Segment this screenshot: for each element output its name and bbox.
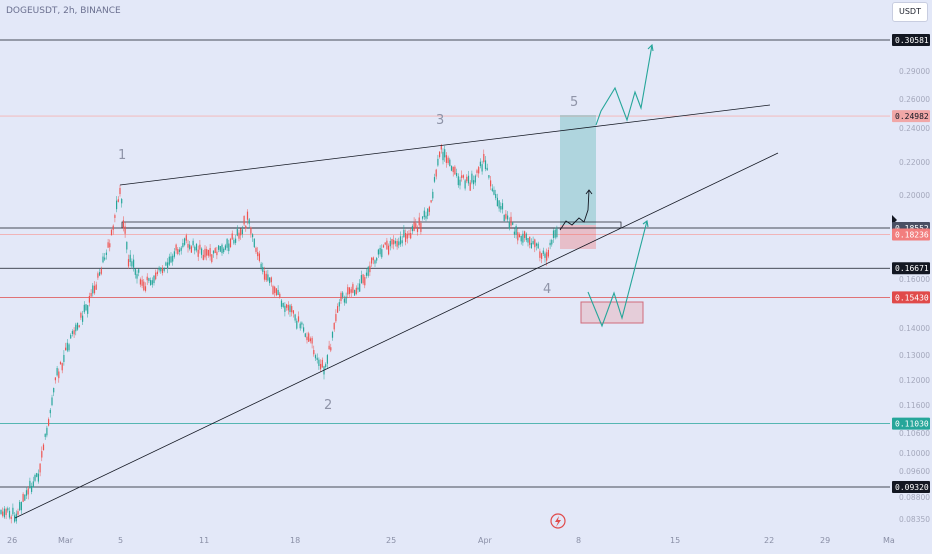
buy-zone-box — [580, 301, 644, 324]
wave-label-1: 1 — [118, 148, 126, 163]
y-tick: 0.26000 — [899, 95, 930, 104]
price-tag: 0.15430 — [892, 291, 930, 304]
y-tick: 0.20000 — [899, 191, 930, 200]
svg-text:0.15430: 0.15430 — [895, 293, 929, 302]
svg-text:0.24982: 0.24982 — [895, 112, 929, 121]
y-tick: 0.10600 — [899, 429, 930, 438]
y-axis-ticks: 0.29000 0.26000 0.24000 0.22000 0.20000 … — [899, 67, 930, 524]
x-tick: Mar — [58, 536, 74, 545]
y-tick: 0.08350 — [899, 515, 930, 524]
range-box — [121, 221, 622, 229]
x-tick: 29 — [820, 536, 830, 545]
price-tag: 0.24982 — [892, 110, 930, 123]
y-tick: 0.13000 — [899, 351, 930, 360]
projection-path-short[interactable] — [559, 189, 590, 231]
svg-text:0.30581: 0.30581 — [895, 36, 929, 45]
price-tag-group: 0.305810.249820.185520.182360.166710.154… — [892, 34, 930, 494]
y-tick: 0.12000 — [899, 376, 930, 385]
svg-text:0.09320: 0.09320 — [895, 483, 929, 492]
price-tag: 0.11030 — [892, 417, 930, 430]
projection-path-down[interactable] — [587, 220, 648, 328]
wave-label-5: 5 — [570, 95, 578, 110]
y-tick: 0.24000 — [899, 124, 930, 133]
lower-trendline[interactable] — [14, 152, 779, 519]
flash-icon[interactable] — [550, 513, 566, 529]
x-tick: Apr — [478, 536, 493, 545]
x-tick: 11 — [199, 536, 209, 545]
y-tick: 0.10000 — [899, 449, 930, 458]
x-tick: Ma — [883, 536, 895, 545]
x-tick: 5 — [118, 536, 123, 545]
projection-path-up[interactable] — [595, 44, 653, 126]
currency-button[interactable]: USDT — [892, 2, 928, 22]
candles — [0, 143, 558, 524]
price-tag: 0.30581 — [892, 34, 930, 46]
x-axis-ticks: 26 Mar 5 11 18 25 Apr 8 15 22 29 Ma — [7, 536, 895, 545]
x-tick: 18 — [290, 536, 300, 545]
target-zone — [560, 115, 596, 225]
svg-text:0.16671: 0.16671 — [895, 264, 929, 273]
x-tick: 25 — [386, 536, 396, 545]
y-tick: 0.11600 — [899, 401, 930, 410]
svg-text:0.18236: 0.18236 — [895, 230, 929, 239]
projection-arrowhead-short — [585, 189, 593, 195]
symbol-label: DOGEUSDT, 2h, BINANCE — [6, 6, 121, 16]
x-tick: 26 — [7, 536, 17, 545]
projection-arrowhead-up — [647, 43, 654, 52]
y-tick: 0.14000 — [899, 324, 930, 333]
wave-label-2: 2 — [324, 398, 332, 413]
price-tag: 0.16671 — [892, 262, 930, 275]
x-tick: 8 — [576, 536, 581, 545]
x-tick: 15 — [670, 536, 680, 545]
svg-text:0.11030: 0.11030 — [895, 420, 929, 429]
y-tick: 0.08800 — [899, 493, 930, 502]
wave-label-4: 4 — [543, 282, 551, 297]
y-tick: 0.29000 — [899, 67, 930, 76]
stop-zone — [560, 225, 596, 249]
price-tag: 0.18236 — [892, 228, 930, 241]
y-tick: 0.16000 — [899, 275, 930, 284]
projection-arrowhead-down — [642, 220, 649, 228]
upper-trendline[interactable] — [119, 104, 771, 186]
wave-label-3: 3 — [436, 113, 444, 128]
x-tick: 22 — [764, 536, 774, 545]
y-tick: 0.09600 — [899, 467, 930, 476]
y-tick: 0.22000 — [899, 158, 930, 167]
price-tag: 0.09320 — [892, 481, 930, 494]
